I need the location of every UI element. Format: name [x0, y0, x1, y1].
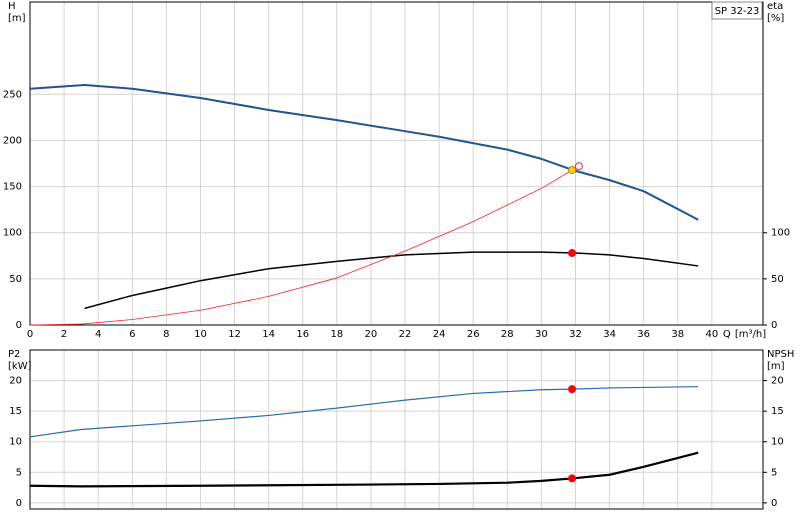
- x-tick-label: 40: [705, 329, 718, 340]
- duty-point: [568, 385, 577, 394]
- y2-unit: [%]: [767, 13, 784, 24]
- y-tick-label: 100: [3, 228, 22, 239]
- y-tick-label: 250: [3, 89, 22, 100]
- x-tick-label: 12: [228, 329, 241, 340]
- y2-tick-label: 50: [771, 274, 784, 285]
- x-tick-label: 16: [296, 329, 309, 340]
- y-unit: [kW]: [8, 361, 32, 372]
- y2-tick-label: 10: [771, 437, 784, 448]
- y2-label: NPSH: [767, 349, 794, 360]
- x-tick-label: 4: [95, 329, 101, 340]
- x-tick-label: 8: [163, 329, 169, 340]
- y-tick-label: 0: [16, 498, 22, 509]
- duty-point: [568, 249, 577, 258]
- y-tick-label: 150: [3, 182, 22, 193]
- x-tick-label: 36: [637, 329, 650, 340]
- x-tick-label: 26: [467, 329, 480, 340]
- y2-label: eta: [767, 1, 783, 12]
- x-tick-label: 30: [535, 329, 548, 340]
- y2-tick-label: 20: [771, 376, 784, 387]
- duty-point: [574, 162, 583, 171]
- y-tick-label: 50: [9, 274, 22, 285]
- y-tick-label: 15: [9, 406, 22, 417]
- x-tick-label: 2: [61, 329, 67, 340]
- curve: [29, 167, 576, 326]
- y2-tick-label: 15: [771, 406, 784, 417]
- x-tick-label: 14: [262, 329, 275, 340]
- y-unit: [m]: [8, 13, 26, 24]
- y-tick-label: 5: [16, 467, 22, 478]
- y-tick-label: 10: [9, 437, 22, 448]
- y2-tick-label: 5: [771, 467, 777, 478]
- x-tick-label: 20: [365, 329, 378, 340]
- x-tick-label: 10: [194, 329, 207, 340]
- x-tick-label: 6: [129, 329, 135, 340]
- duty-point: [568, 474, 577, 483]
- title-box: [711, 1, 763, 20]
- y-tick-label: 200: [3, 135, 22, 146]
- x-tick-label: 24: [433, 329, 446, 340]
- curve: [29, 386, 699, 438]
- y2-tick-label: 0: [771, 320, 777, 331]
- x-tick-label: 32: [569, 329, 582, 340]
- y2-tick-label: 100: [771, 228, 790, 239]
- x-tick-label: 22: [399, 329, 412, 340]
- x-tick-label: 18: [330, 329, 343, 340]
- y2-tick-label: 0: [771, 498, 777, 509]
- duty-point: [568, 165, 577, 174]
- y-tick-label: 20: [9, 376, 22, 387]
- x-tick-label: 34: [603, 329, 616, 340]
- chart-title: SP 32-23: [715, 6, 760, 17]
- x-unit: [m³/h]: [735, 329, 766, 340]
- x-label: Q: [723, 329, 731, 340]
- y-label: P2: [8, 349, 20, 360]
- x-tick-label: 38: [671, 329, 684, 340]
- plot-frame: [29, 1, 764, 326]
- y-tick-label: 0: [16, 320, 22, 331]
- plot-frame: [29, 349, 764, 510]
- curve: [84, 251, 699, 310]
- x-tick-label: 0: [27, 329, 33, 340]
- curve: [29, 451, 699, 488]
- y-label: H: [8, 1, 16, 12]
- curve: [29, 84, 699, 221]
- x-tick-label: 28: [501, 329, 514, 340]
- y2-unit: [m]: [767, 361, 785, 372]
